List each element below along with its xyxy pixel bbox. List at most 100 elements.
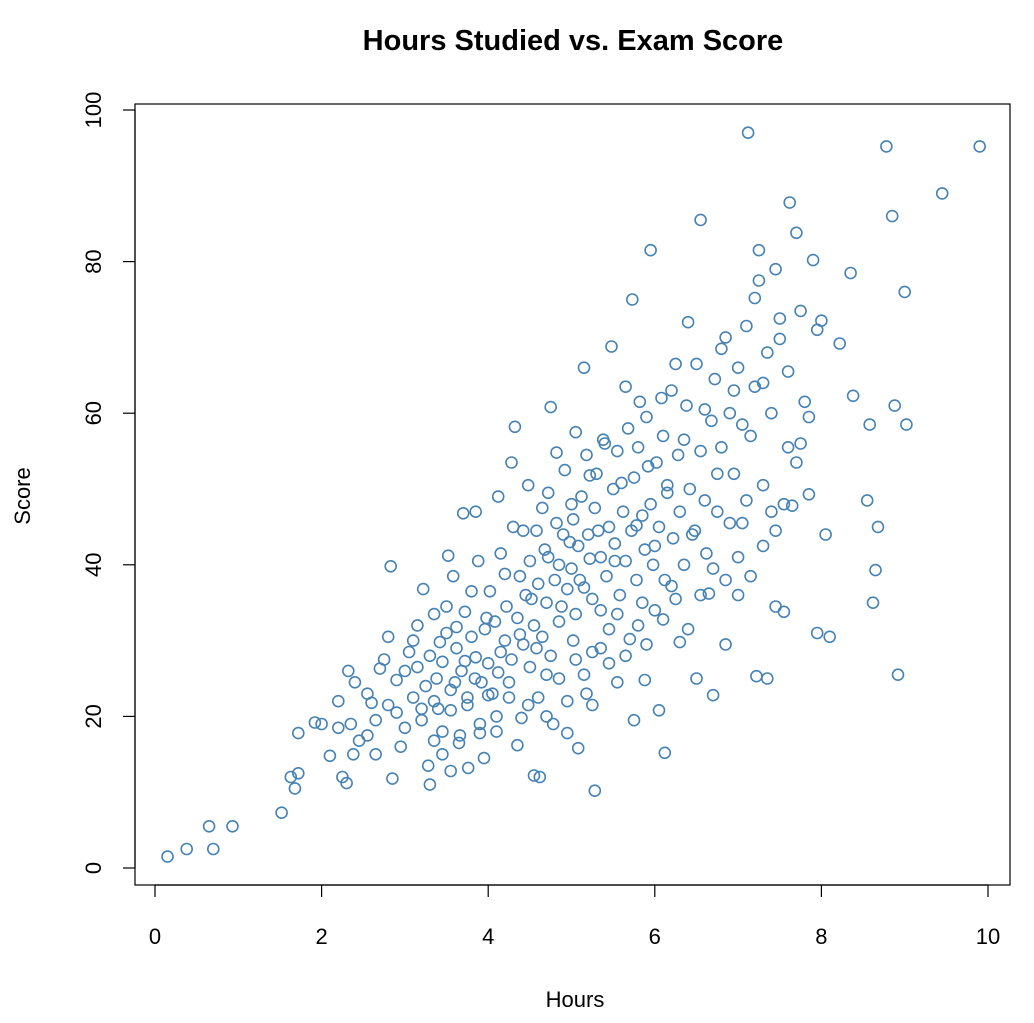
data-point xyxy=(531,577,545,591)
y-tick-label: 80 xyxy=(81,249,106,273)
data-point xyxy=(731,550,745,564)
data-point xyxy=(608,554,622,568)
data-point xyxy=(513,569,527,583)
data-point xyxy=(436,655,449,669)
data-point xyxy=(748,380,762,394)
data-point xyxy=(705,414,718,428)
data-point xyxy=(450,641,463,655)
data-point xyxy=(727,467,741,481)
data-point xyxy=(635,596,649,610)
data-point xyxy=(541,486,555,500)
y-tick-label: 0 xyxy=(81,862,106,874)
data-point xyxy=(700,547,713,560)
data-point xyxy=(433,635,447,649)
data-point xyxy=(411,619,424,632)
data-point xyxy=(680,399,693,412)
data-point xyxy=(833,337,847,350)
data-point xyxy=(640,638,653,651)
data-point xyxy=(398,664,412,678)
data-point xyxy=(769,262,782,276)
data-point xyxy=(490,725,503,738)
data-point xyxy=(673,505,687,519)
data-point xyxy=(540,710,553,723)
data-point xyxy=(226,819,239,833)
data-point xyxy=(361,687,374,701)
data-point xyxy=(702,587,716,600)
data-point xyxy=(475,675,488,689)
data-point xyxy=(615,476,628,490)
data-point xyxy=(161,850,174,863)
data-point xyxy=(386,772,399,785)
data-point xyxy=(427,734,441,748)
data-point xyxy=(544,400,558,414)
data-point xyxy=(555,600,568,613)
data-point xyxy=(473,726,487,740)
data-point xyxy=(202,819,216,833)
data-point xyxy=(544,649,558,663)
y-tick-label: 100 xyxy=(81,92,106,129)
data-point xyxy=(465,630,478,644)
data-point xyxy=(571,741,585,755)
data-point xyxy=(735,516,749,530)
data-point xyxy=(660,478,674,492)
data-point xyxy=(533,770,547,784)
data-point xyxy=(511,611,524,625)
data-point xyxy=(436,725,449,738)
data-point xyxy=(719,331,732,344)
data-point xyxy=(580,448,593,462)
data-point xyxy=(806,253,820,267)
x-tick-label: 2 xyxy=(315,924,327,949)
data-point xyxy=(341,664,355,678)
data-point xyxy=(627,713,641,727)
data-point xyxy=(605,340,618,353)
data-point xyxy=(600,569,613,583)
data-point xyxy=(369,747,383,761)
data-point xyxy=(735,418,749,431)
data-point xyxy=(569,653,583,666)
data-point xyxy=(681,622,695,636)
data-point xyxy=(444,764,458,778)
data-point xyxy=(461,691,474,704)
data-point xyxy=(469,505,483,519)
data-point xyxy=(752,274,766,287)
data-points xyxy=(161,126,987,863)
data-point xyxy=(406,691,420,704)
x-tick-label: 6 xyxy=(649,924,661,949)
data-point xyxy=(706,562,720,575)
data-point xyxy=(427,694,441,708)
data-point xyxy=(685,528,699,541)
data-point xyxy=(565,497,578,511)
data-point xyxy=(361,729,374,742)
data-point xyxy=(505,653,518,666)
data-point xyxy=(621,422,635,435)
data-point xyxy=(490,710,503,723)
data-point xyxy=(560,726,574,740)
data-point xyxy=(569,607,583,621)
data-point xyxy=(455,664,468,678)
data-point xyxy=(688,524,702,538)
data-point xyxy=(398,721,412,735)
data-point xyxy=(552,558,566,572)
data-point xyxy=(566,634,580,647)
data-point xyxy=(694,444,707,458)
y-tick-label: 20 xyxy=(81,704,106,728)
data-point xyxy=(602,656,616,670)
data-point xyxy=(710,467,724,481)
data-point xyxy=(610,675,624,689)
data-point xyxy=(673,635,687,649)
data-point xyxy=(719,638,732,651)
data-point xyxy=(638,543,652,556)
x-axis-label: Hours xyxy=(546,987,605,1012)
data-point xyxy=(616,505,630,519)
data-point xyxy=(891,668,905,682)
y-tick-label: 60 xyxy=(81,401,106,425)
data-point xyxy=(756,478,770,492)
data-point xyxy=(583,552,597,566)
data-point xyxy=(381,630,395,644)
data-point xyxy=(491,666,505,679)
data-point xyxy=(898,285,912,299)
data-point xyxy=(635,509,649,522)
data-point xyxy=(390,706,403,719)
data-point xyxy=(515,711,528,725)
data-point xyxy=(885,209,899,223)
